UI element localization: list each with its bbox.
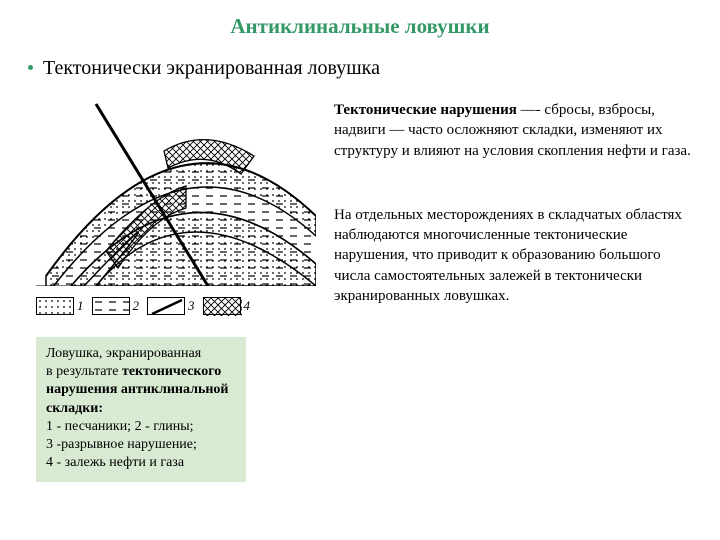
legend-item-4: 4 [203,297,251,315]
legend-row: 1 2 3 4 [36,297,316,315]
legend-swatch-fault [147,297,185,315]
legend-swatch-dots [36,297,74,315]
geological-diagram: 1 2 3 4 [36,96,316,315]
bullet-icon [28,65,33,70]
legend-item-3: 3 [147,297,195,315]
slide-title: Антиклинальные ловушки [0,0,720,39]
content-row: 1 2 3 4 [0,80,720,482]
legend-num-4: 4 [244,298,251,314]
cross-section-svg [36,96,316,286]
legend-swatch-dashes [92,297,130,315]
legend-item-2: 2 [92,297,140,315]
legend-swatch-cross [203,297,241,315]
left-column: 1 2 3 4 [36,96,316,482]
subtitle-text: Тектонически экранированная ловушка [43,57,380,79]
caption-text: Ловушка, экранированная в результате тек… [46,345,236,418]
legend-num-3: 3 [188,298,195,314]
caption-box: Ловушка, экранированная в результате тек… [36,337,246,482]
paragraph-2: На отдельных месторождениях в складчатых… [334,205,692,306]
legend-item-1: 1 [36,297,84,315]
bullet-subtitle: Тектонически экранированная ловушка [0,39,720,80]
legend-num-1: 1 [77,298,84,314]
legend-num-2: 2 [133,298,140,314]
caption-items: 1 - песчаники; 2 - глины; 3 -разрывное н… [46,419,197,470]
paragraph-1: Тектонические нарушения —- сбросы, взбро… [334,100,692,161]
right-column: Тектонические нарушения —- сбросы, взбро… [334,96,692,482]
para1-lead: Тектонические нарушения [334,102,517,118]
